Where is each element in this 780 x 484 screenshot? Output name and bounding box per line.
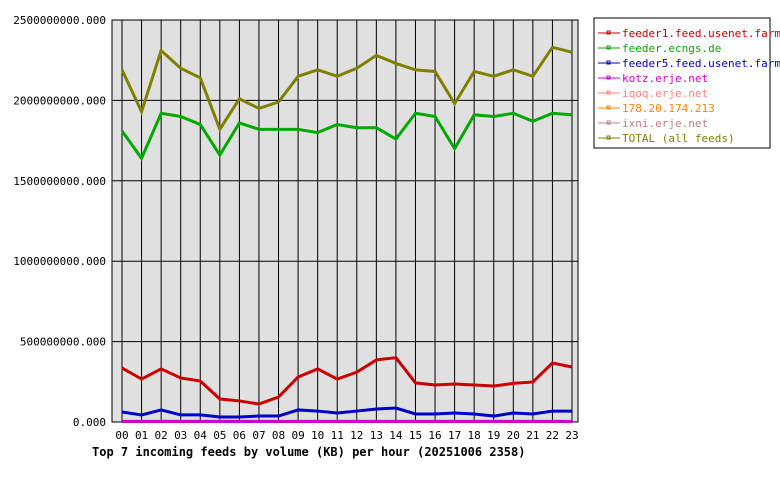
x-tick-label: 14: [389, 429, 403, 442]
legend-label: iqoq.erje.net: [622, 87, 708, 100]
x-tick-label: 15: [409, 429, 422, 442]
legend-label: feeder.ecngs.de: [622, 42, 721, 55]
x-tick-label: 06: [233, 429, 246, 442]
x-tick-label: 09: [291, 429, 304, 442]
x-tick-label: 02: [155, 429, 168, 442]
x-tick-label: 21: [526, 429, 539, 442]
y-tick-label: 0.000: [73, 416, 106, 429]
legend-label: feeder5.feed.usenet.farm: [622, 57, 780, 70]
x-tick-label: 07: [252, 429, 265, 442]
series-line: [120, 111, 573, 162]
series-line: [121, 356, 573, 406]
legend-label: 178.20.174.213: [622, 102, 715, 115]
x-tick-label: 12: [350, 429, 363, 442]
series-line: [121, 406, 572, 419]
plot-area: [111, 19, 579, 423]
x-tick-label: 16: [428, 429, 441, 442]
x-tick-label: 19: [487, 429, 500, 442]
x-tick-label: 13: [370, 429, 383, 442]
legend-marker: [606, 60, 611, 65]
legend-label: feeder1.feed.usenet.farm: [622, 27, 780, 40]
x-tick-label: 22: [546, 429, 559, 442]
legend-marker: [606, 120, 611, 125]
y-tick-label: 2000000000.000: [13, 94, 106, 107]
x-tick-label: 05: [213, 429, 226, 442]
x-tick-label: 23: [565, 429, 578, 442]
legend-marker: [606, 90, 611, 95]
y-tick-label: 1000000000.000: [13, 255, 106, 268]
chart-title: Top 7 incoming feeds by volume (KB) per …: [92, 445, 525, 459]
x-tick-label: 03: [174, 429, 187, 442]
x-tick-label: 08: [272, 429, 285, 442]
x-tick-label: 17: [448, 429, 461, 442]
x-tick-label: 11: [331, 429, 344, 442]
series-line: [120, 45, 573, 133]
x-tick-label: 10: [311, 429, 324, 442]
legend-marker: [606, 105, 611, 110]
y-tick-label: 1500000000.000: [13, 175, 106, 188]
x-tick-label: 04: [194, 429, 208, 442]
x-tick-label: 00: [115, 429, 128, 442]
legend-label: TOTAL (all feeds): [622, 132, 735, 145]
x-tick-label: 18: [468, 429, 481, 442]
y-tick-label: 500000000.000: [20, 336, 106, 349]
legend-marker: [606, 30, 611, 35]
legend-marker: [606, 135, 611, 140]
y-tick-label: 2500000000.000: [13, 14, 106, 27]
legend: [593, 17, 771, 149]
legend-label: kotz.erje.net: [622, 72, 708, 85]
x-tick-label: 20: [507, 429, 520, 442]
x-tick-label: 01: [135, 429, 148, 442]
legend-marker: [606, 75, 611, 80]
legend-label: ixni.erje.net: [622, 117, 708, 130]
legend-marker: [606, 45, 611, 50]
